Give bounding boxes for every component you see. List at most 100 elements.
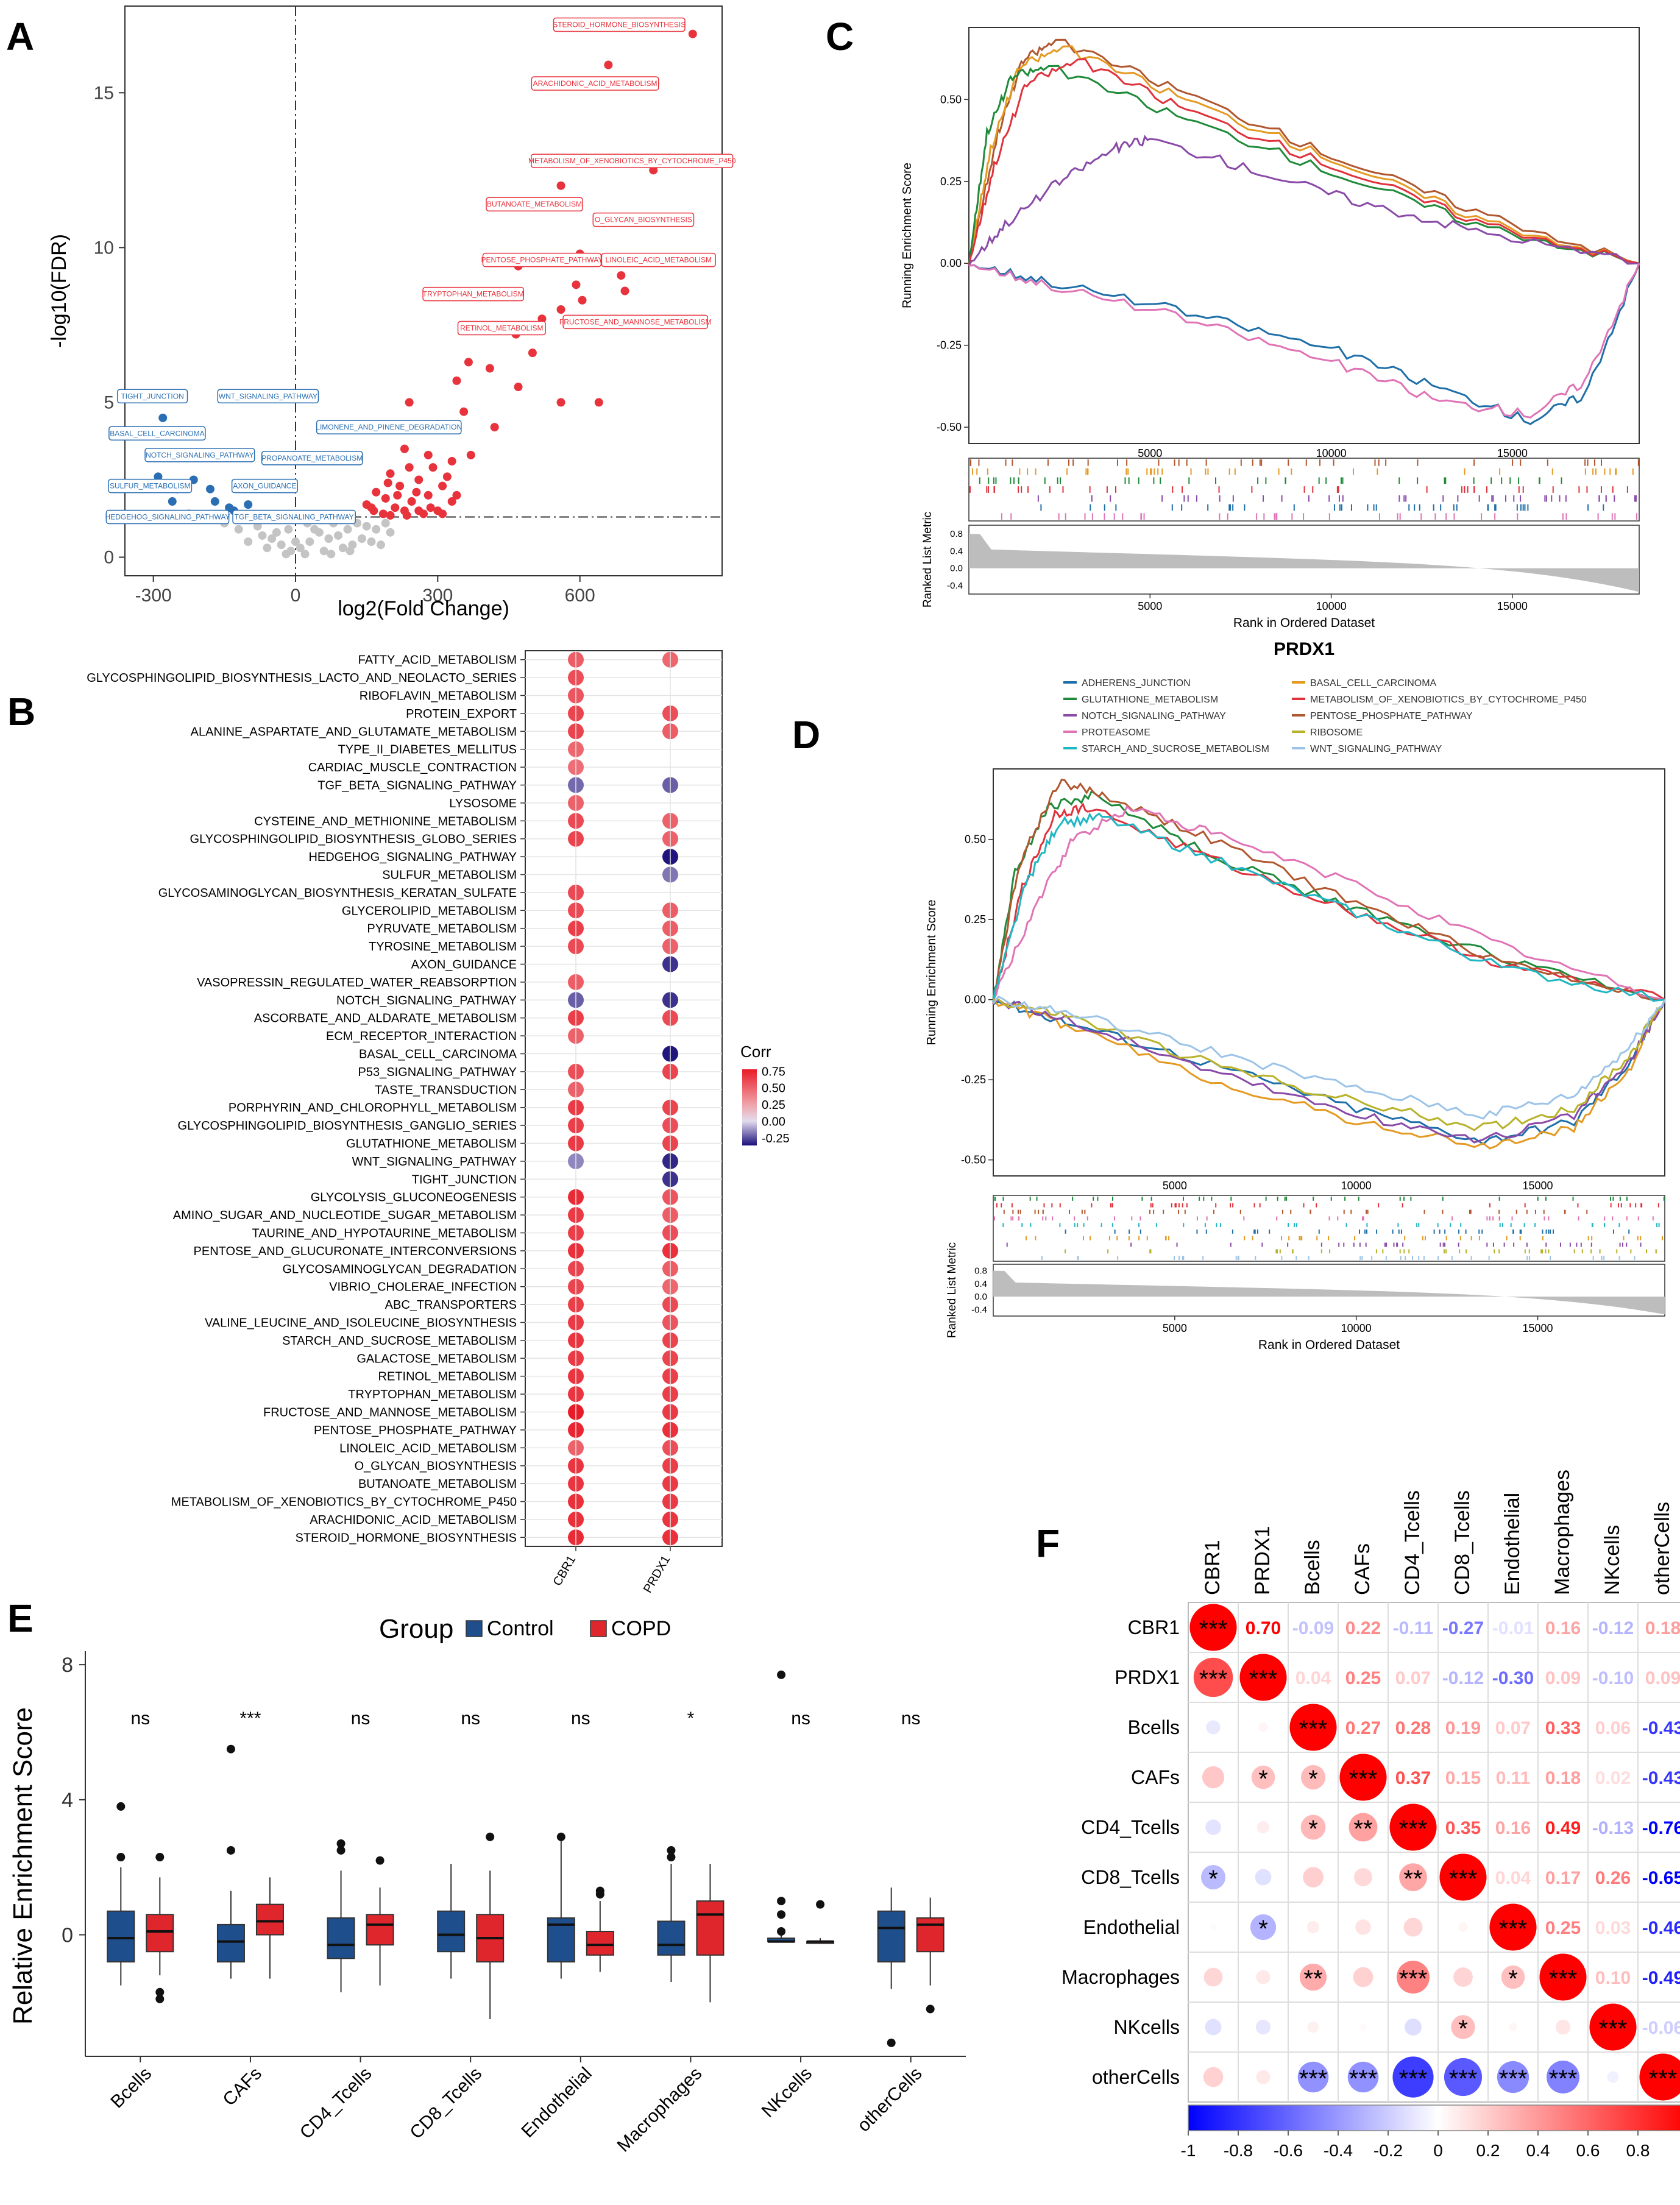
y-tick-label: 0.00 — [965, 994, 986, 1006]
outlier-point — [816, 1900, 825, 1909]
box — [877, 1910, 906, 1963]
significance-label: ns — [461, 1708, 480, 1729]
y-tick-label: 0 — [104, 548, 114, 568]
pathway-label: PROTEIN_EXPORT — [406, 707, 517, 721]
corr-circle — [1205, 1819, 1221, 1835]
outlier-point — [116, 1853, 126, 1862]
corr-value: 0.27 — [1345, 1718, 1381, 1738]
ns-point — [277, 540, 286, 550]
corr-value: 0.33 — [1545, 1718, 1581, 1738]
y-axis-title: -log10(FDR) — [48, 234, 71, 348]
ns-point — [272, 528, 281, 537]
corr-circle — [1589, 2003, 1637, 2051]
es-line — [993, 998, 1666, 1144]
outlier-point — [777, 1910, 786, 1919]
down-point — [244, 500, 253, 509]
es-line — [968, 38, 1640, 266]
y-axis-title: Relative Enrichment Score — [8, 1707, 38, 2025]
down-gene-set-label-box — [217, 389, 319, 404]
pathway-label: PENTOSE_PHOSPHATE_PATHWAY — [314, 1424, 517, 1437]
panel-letter-d: D — [792, 713, 820, 757]
x-tick-label: 5000 — [1163, 1322, 1187, 1334]
category-label: NKcells — [758, 2064, 816, 2122]
x-axis-title: log2(Fold Change) — [338, 597, 509, 620]
legend-title: Group — [379, 1614, 453, 1644]
panel-letter-f: F — [1036, 1521, 1060, 1565]
up-point — [412, 487, 421, 497]
corr-circle — [1339, 1754, 1387, 1801]
pathway-label: GLYCOLYSIS_GLUCONEOGENESIS — [311, 1191, 517, 1205]
legend-swatch — [466, 1620, 483, 1637]
corr-circle — [1250, 1914, 1277, 1941]
up-point — [528, 349, 537, 358]
y-tick-label: -0.25 — [937, 339, 962, 352]
corr-circle — [1353, 1967, 1373, 1987]
corr-circle — [1397, 1961, 1430, 1994]
outlier-point — [486, 1832, 495, 1841]
significance-stars: * — [1258, 1766, 1268, 1793]
corr-value: -0.01 — [1492, 1618, 1534, 1638]
significance-stars: *** — [1349, 2065, 1378, 2092]
outlier-point — [226, 1744, 235, 1754]
significance-stars: *** — [1649, 2065, 1678, 2092]
corr-circle — [1297, 2061, 1329, 2093]
legend-label: WNT_SIGNALING_PATHWAY — [1310, 744, 1442, 754]
gsea-plot-cbr1: 0.50 0.25 0.00 -0.25 -0.50 5000 10000 15000 Runn… — [901, 27, 1640, 630]
significance-stars: *** — [1599, 2016, 1628, 2042]
significance-stars: *** — [1449, 1866, 1478, 1892]
colorbar — [1188, 2104, 1680, 2131]
y-tick-label: -0.50 — [937, 421, 962, 433]
pathway-label: GLYCEROLIPID_METABOLISM — [342, 904, 517, 918]
es-line — [968, 263, 1640, 419]
pathway-label: FATTY_ACID_METABOLISM — [358, 654, 517, 667]
panel-letter-c: C — [826, 15, 854, 58]
ns-point — [319, 547, 328, 556]
corr-value: -0.49 — [1642, 1968, 1680, 1988]
legend-tick-label: 0.00 — [762, 1116, 785, 1129]
x-tick-label: 5000 — [1138, 600, 1162, 612]
up-point — [452, 490, 461, 500]
pathway-label: TASTE_TRANSDUCTION — [375, 1083, 517, 1097]
colorbar-tick-label: 0.8 — [1626, 2141, 1650, 2160]
up-point — [617, 271, 626, 280]
down-point — [206, 484, 214, 494]
corr-circle — [1489, 1903, 1537, 1951]
up-point — [466, 450, 475, 459]
down-gene-set-label: BASAL_CELL_CARCINOMA — [110, 429, 204, 437]
up-point — [372, 487, 381, 497]
x-tick-label: 10000 — [1341, 1322, 1372, 1334]
significance-stars: ** — [1303, 1966, 1322, 1992]
corr-circle — [1458, 1922, 1468, 1932]
category-label: Macrophages — [614, 2064, 706, 2156]
ns-point — [282, 550, 291, 559]
up-point — [402, 511, 411, 520]
pathway-label: FRUCTOSE_AND_MANNOSE_METABOLISM — [263, 1406, 517, 1420]
corr-circle — [1205, 2019, 1222, 2036]
up-point — [386, 511, 395, 520]
significance-stars: *** — [1199, 1666, 1228, 1693]
row-label: Endothelial — [1083, 1916, 1180, 1938]
down-gene-set-label-box — [105, 509, 230, 525]
significance-stars: *** — [1299, 2065, 1328, 2092]
corr-value: -0.65 — [1642, 1868, 1680, 1888]
down-gene-set-label: NOTCH_SIGNALING_PATHWAY — [146, 451, 254, 459]
plot-frame — [124, 5, 723, 576]
up-point — [688, 29, 697, 38]
significance-stars: *** — [1399, 2065, 1428, 2092]
corr-circle — [1639, 2053, 1680, 2101]
up-point — [556, 305, 565, 314]
significance-label: ns — [351, 1708, 370, 1729]
significance-stars: *** — [1399, 1966, 1428, 1992]
pathway-label: GLYCOSPHINGOLIPID_BIOSYNTHESIS_GANGLIO_S… — [178, 1119, 517, 1133]
up-gene-set-label: RETINOL_METABOLISM — [460, 324, 543, 332]
corr-circle — [1256, 1970, 1271, 1984]
legend-swatch — [590, 1620, 607, 1637]
corr-value: -0.46 — [1642, 1918, 1680, 1938]
corr-value: 0.25 — [1545, 1918, 1581, 1938]
up-point — [391, 503, 400, 512]
up-point — [424, 450, 433, 459]
corr-circle — [1239, 1654, 1287, 1701]
x-tick-label-upper: 10000 — [1341, 1180, 1372, 1192]
ns-point — [362, 522, 371, 531]
corr-circle — [1405, 2019, 1422, 2036]
